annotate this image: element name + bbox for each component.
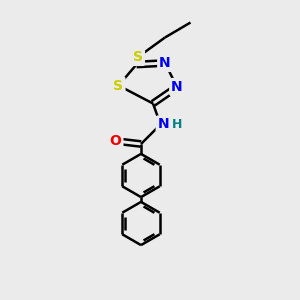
Text: S: S bbox=[133, 50, 143, 64]
Text: N: N bbox=[171, 80, 183, 94]
Text: O: O bbox=[110, 134, 122, 148]
Text: N: N bbox=[158, 118, 169, 131]
Text: N: N bbox=[159, 56, 171, 70]
Text: S: S bbox=[113, 79, 124, 92]
Text: H: H bbox=[172, 118, 182, 131]
